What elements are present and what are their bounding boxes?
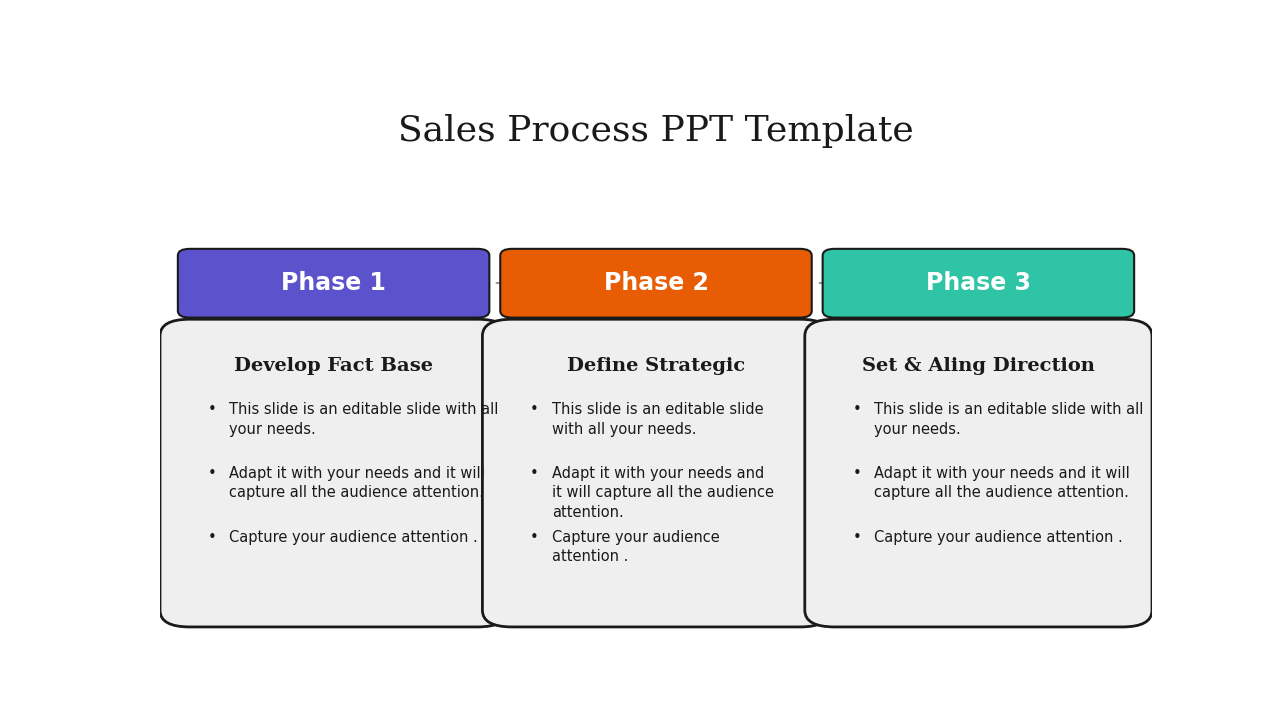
Text: Adapt it with your needs and it will
capture all the audience attention.: Adapt it with your needs and it will cap… — [229, 466, 485, 500]
Text: •: • — [207, 466, 216, 481]
Text: •: • — [207, 402, 216, 418]
Text: Phase 2: Phase 2 — [604, 271, 708, 295]
Text: Develop Fact Base: Develop Fact Base — [234, 357, 433, 375]
Text: This slide is an editable slide with all
your needs.: This slide is an editable slide with all… — [229, 402, 499, 436]
Text: This slide is an editable slide
with all your needs.: This slide is an editable slide with all… — [552, 402, 763, 436]
Text: •: • — [530, 402, 539, 418]
Text: •: • — [852, 530, 861, 545]
FancyBboxPatch shape — [178, 249, 489, 318]
FancyBboxPatch shape — [805, 319, 1152, 627]
Text: Capture your audience
attention .: Capture your audience attention . — [552, 530, 719, 564]
FancyBboxPatch shape — [483, 319, 829, 627]
Text: Adapt it with your needs and it will
capture all the audience attention.: Adapt it with your needs and it will cap… — [874, 466, 1130, 500]
Text: •: • — [852, 466, 861, 481]
Text: Phase 1: Phase 1 — [282, 271, 387, 295]
Text: Define Strategic: Define Strategic — [567, 357, 745, 375]
Text: •: • — [530, 466, 539, 481]
Text: Phase 3: Phase 3 — [925, 271, 1030, 295]
Text: Set & Aling Direction: Set & Aling Direction — [861, 357, 1094, 375]
Text: •: • — [852, 402, 861, 418]
FancyBboxPatch shape — [823, 249, 1134, 318]
Text: Sales Process PPT Template: Sales Process PPT Template — [398, 114, 914, 148]
Text: Capture your audience attention .: Capture your audience attention . — [229, 530, 479, 545]
Text: •: • — [530, 530, 539, 545]
Text: Adapt it with your needs and
it will capture all the audience
attention.: Adapt it with your needs and it will cap… — [552, 466, 774, 520]
Text: Capture your audience attention .: Capture your audience attention . — [874, 530, 1123, 545]
FancyBboxPatch shape — [160, 319, 507, 627]
Text: This slide is an editable slide with all
your needs.: This slide is an editable slide with all… — [874, 402, 1143, 436]
FancyBboxPatch shape — [500, 249, 812, 318]
Text: •: • — [207, 530, 216, 545]
